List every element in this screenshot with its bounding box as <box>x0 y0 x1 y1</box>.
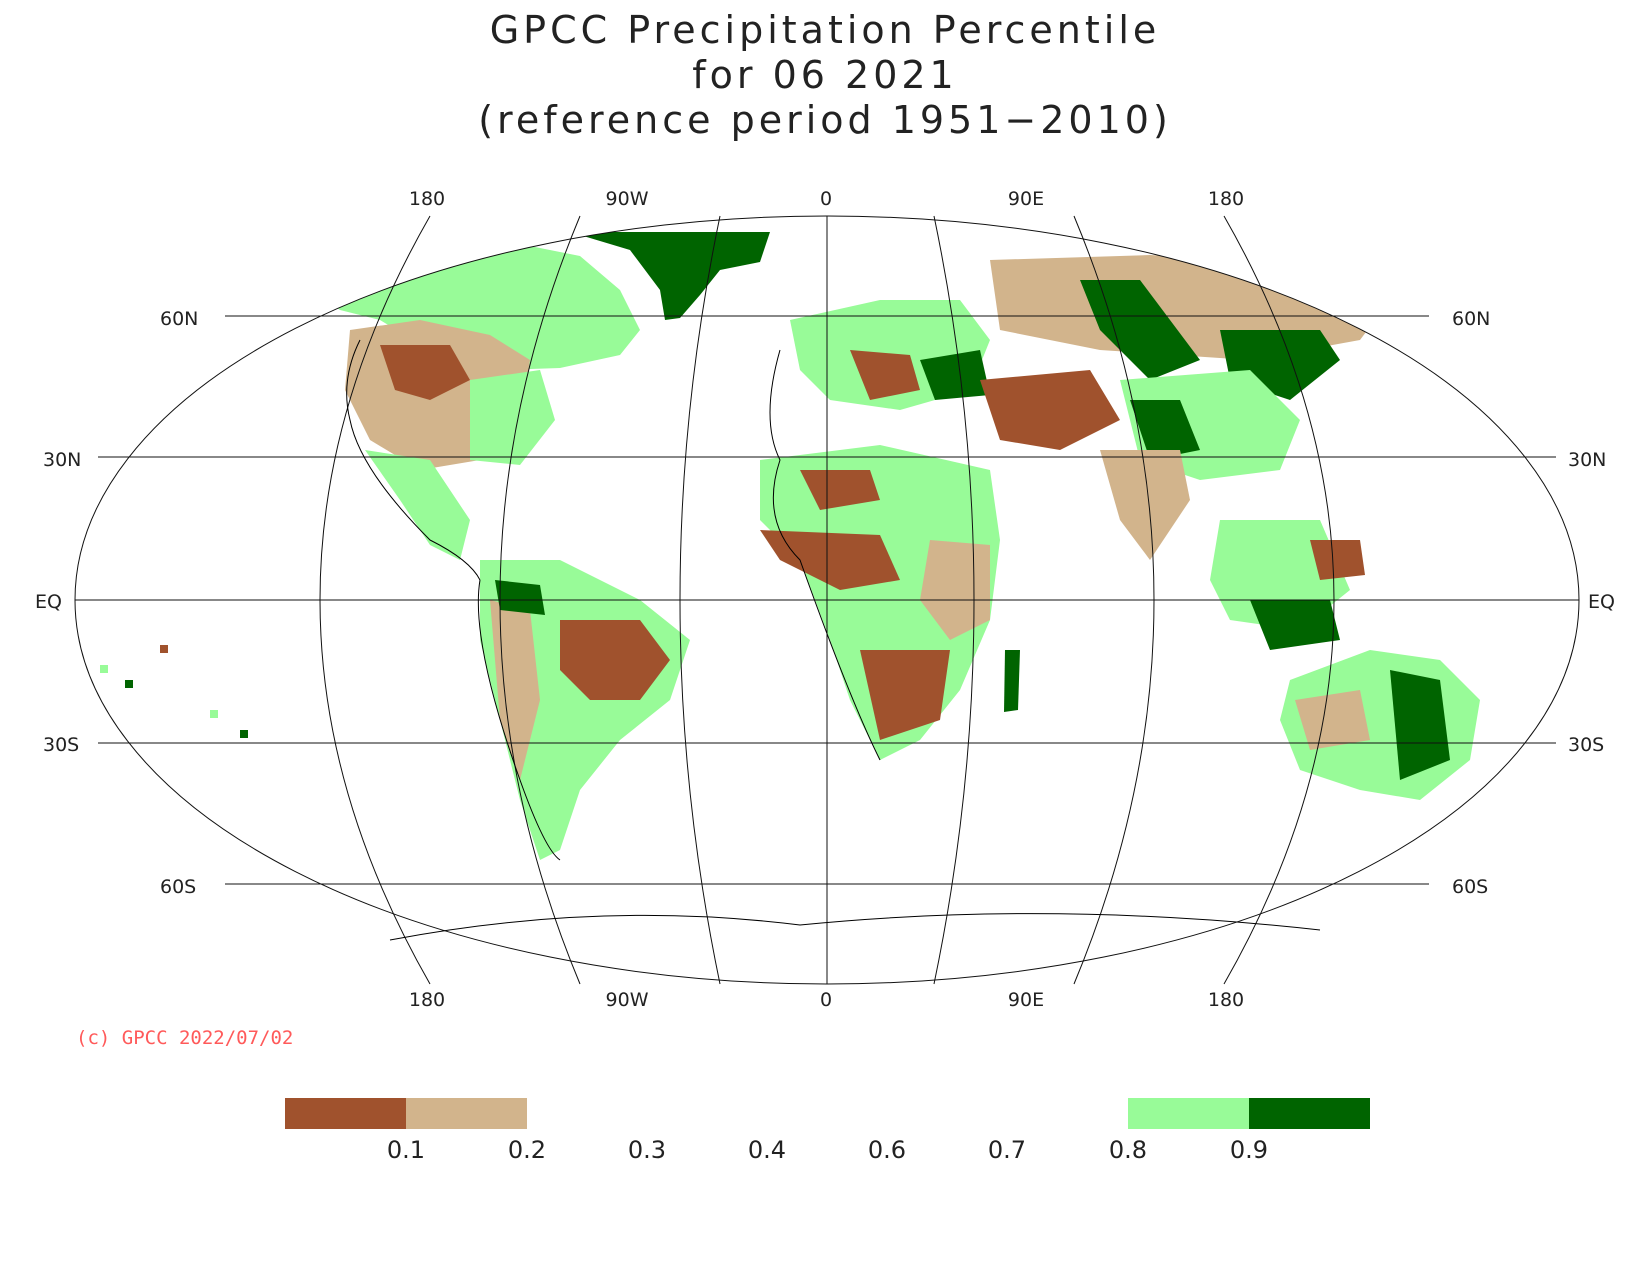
lon-label-top: 90E <box>1008 188 1044 210</box>
region-usa-west <box>380 345 470 400</box>
meridian-90e <box>1073 215 1155 985</box>
lat-labels-left: 60N 30N EQ 30S 60S <box>35 308 198 898</box>
colorbar-tick-label: 0.6 <box>868 1136 906 1164</box>
coast-antarctica <box>389 913 1321 941</box>
percentile-fill-layer <box>100 232 1525 860</box>
colorbar-swatch-4 <box>1249 1098 1370 1129</box>
pacific-cell <box>240 730 248 738</box>
colorbar-tick-label: 0.4 <box>748 1136 786 1164</box>
lat-label-right: EQ <box>1588 591 1615 613</box>
colorbar-swatch-3 <box>1128 1098 1249 1129</box>
region-india <box>1100 450 1190 560</box>
region-brazil-dry <box>560 620 670 700</box>
lat-label-right: 30N <box>1568 449 1606 471</box>
coast-south-america <box>477 579 561 861</box>
lon-label-top: 90W <box>606 188 649 210</box>
lat-label-left: 30S <box>43 734 79 756</box>
region-central-asia-dry <box>980 370 1120 450</box>
lat-label-right: 60S <box>1452 876 1488 898</box>
title-line-3: (reference period 1951−2010) <box>478 98 1172 142</box>
colorbar-swatch-1 <box>406 1098 527 1129</box>
lat-label-left: EQ <box>35 591 62 613</box>
meridian-45w <box>679 215 721 985</box>
map-title: GPCC Precipitation Percentile for 06 202… <box>0 8 1650 143</box>
lat-label-left: 60N <box>160 308 198 330</box>
region-amazon-wet <box>495 580 545 615</box>
copyright-note: (c) GPCC 2022/07/02 <box>76 1027 293 1049</box>
lon-labels-bottom: 180 90W 0 90E 180 <box>409 989 1244 1011</box>
coast-americas-west <box>346 339 481 581</box>
region-nz <box>1480 770 1525 805</box>
colorbar-swatch-0 <box>285 1098 406 1129</box>
lat-label-right: 60N <box>1452 308 1490 330</box>
colorbar-swatch-2 <box>527 1098 1128 1129</box>
lon-label-bottom: 90E <box>1008 989 1044 1011</box>
region-china-wet <box>1130 400 1200 460</box>
lat-label-left: 60S <box>160 876 196 898</box>
pacific-cell <box>160 645 168 653</box>
meridian-45e <box>933 215 975 985</box>
meridian-90w <box>499 215 581 985</box>
colorbar-tick-label: 0.9 <box>1230 1136 1268 1164</box>
region-indonesia-dry <box>1310 540 1365 580</box>
colorbar-tick-label: 0.8 <box>1109 1136 1147 1164</box>
lon-label-bottom: 180 <box>1208 989 1244 1011</box>
colorbar-tick-label: 0.3 <box>628 1136 666 1164</box>
region-sahel-dry <box>800 470 880 510</box>
region-maritime-wet <box>1250 600 1340 650</box>
colorbar-tick-label: 0.2 <box>508 1136 546 1164</box>
region-australia-dry <box>1295 690 1370 750</box>
region-europe-dry <box>850 350 920 400</box>
region-russia <box>990 255 1390 360</box>
lon-label-bottom: 0 <box>820 989 832 1011</box>
region-siberia-wet <box>1080 280 1200 380</box>
lon-labels-top: 180 90W 0 90E 180 <box>409 188 1244 210</box>
lon-label-bottom: 180 <box>409 989 445 1011</box>
lat-label-left: 30N <box>43 449 81 471</box>
colorbar-tick-label: 0.1 <box>387 1136 425 1164</box>
region-usa-east <box>470 370 555 465</box>
region-madagascar <box>1004 650 1020 712</box>
region-east-africa-dry <box>920 540 990 640</box>
lon-label-top: 180 <box>1208 188 1244 210</box>
pacific-cell <box>100 665 108 673</box>
region-greenland <box>570 232 770 320</box>
region-south-africa-dry <box>860 650 950 740</box>
meridian-135e <box>1223 215 1335 985</box>
coast-africa-west <box>769 349 881 761</box>
lon-label-top: 0 <box>820 188 832 210</box>
lat-labels-right: 60N 30N EQ 30S 60S <box>1452 308 1615 898</box>
title-line-2: for 06 2021 <box>692 53 958 97</box>
pacific-cell <box>125 680 133 688</box>
meridian-135w <box>319 215 431 985</box>
title-line-1: GPCC Precipitation Percentile <box>489 8 1161 52</box>
lat-label-right: 30S <box>1568 734 1604 756</box>
region-australia-east-wet <box>1390 670 1450 780</box>
colorbar-tick-label: 0.7 <box>988 1136 1026 1164</box>
region-west-africa-dry <box>760 530 900 590</box>
region-andes <box>490 600 540 780</box>
pacific-cell <box>210 710 218 718</box>
coastlines <box>346 339 1321 941</box>
colorbar: 0.1 0.2 0.3 0.4 0.6 0.7 0.8 0.9 <box>285 1098 1370 1164</box>
region-europe-wet <box>920 350 990 400</box>
lon-label-bottom: 90W <box>606 989 649 1011</box>
lon-label-top: 180 <box>409 188 445 210</box>
graticule <box>74 215 1580 985</box>
region-mexico <box>365 450 470 560</box>
